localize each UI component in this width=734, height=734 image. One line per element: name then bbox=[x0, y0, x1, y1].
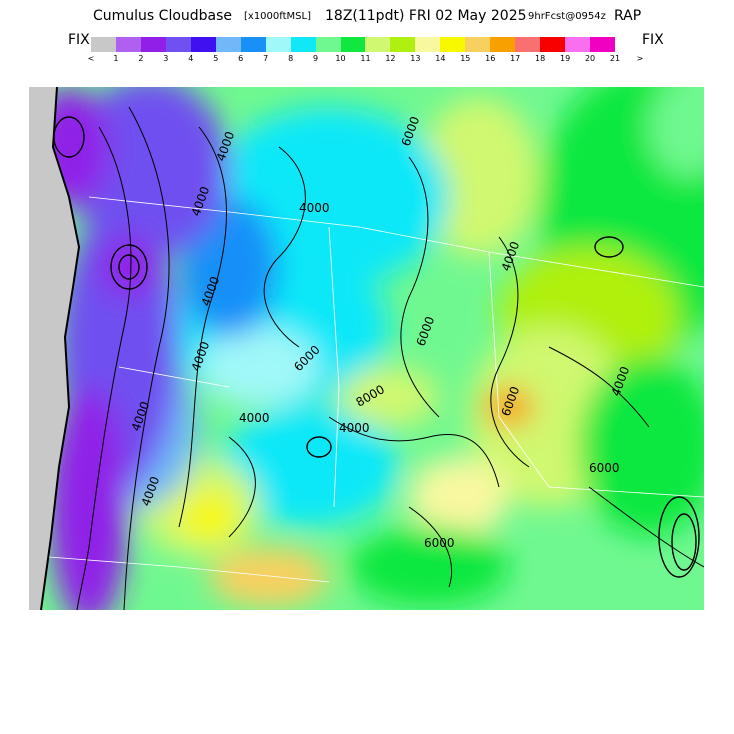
color-swatch-17 bbox=[515, 37, 541, 52]
color-swatch-16 bbox=[490, 37, 516, 52]
cloudbase-fill bbox=[29, 87, 704, 610]
contour-label: 4000 bbox=[339, 421, 370, 435]
color-swatch-6 bbox=[240, 37, 266, 52]
forecast-label: 9hrFcst@0954z bbox=[528, 11, 606, 22]
fix-right-label: FIX bbox=[642, 32, 664, 48]
color-swatch-3 bbox=[165, 37, 191, 52]
color-scale-bar bbox=[91, 37, 616, 52]
color-swatch-7 bbox=[265, 37, 291, 52]
cloudbase-map[interactable]: 4000 4000 4000 6000 6000 4000 4000 4000 4000 4000… bbox=[29, 87, 704, 610]
tick-label: 1 bbox=[113, 54, 119, 63]
contour-label: 6000 bbox=[424, 536, 455, 550]
color-scale-ticks: <1 2 3 4 5 6 7 8 9 10 11 12 13 14 15 16 17 18 19 20 21 > bbox=[88, 54, 645, 66]
tick-label: 8 bbox=[288, 54, 294, 63]
contour-lines bbox=[76, 106, 704, 610]
color-swatch-4 bbox=[190, 37, 216, 52]
fix-left-label: FIX bbox=[68, 32, 90, 48]
tick-label: 21 bbox=[609, 54, 621, 63]
coastline bbox=[40, 87, 81, 610]
color-swatch-5 bbox=[215, 37, 241, 52]
color-swatch-8 bbox=[290, 37, 316, 52]
tick-label: 2 bbox=[138, 54, 144, 63]
color-swatch-11 bbox=[365, 37, 391, 52]
color-swatch-1 bbox=[115, 37, 141, 52]
tick-label: 16 bbox=[485, 54, 496, 63]
tick-label: 5 bbox=[213, 54, 219, 63]
contour-label: 4000 bbox=[299, 201, 330, 215]
color-swatch-0 bbox=[91, 37, 116, 52]
tick-label: 12 bbox=[385, 54, 396, 63]
ocean-mask bbox=[29, 87, 79, 610]
color-swatch-10 bbox=[340, 37, 366, 52]
contour-label: 4000 bbox=[239, 411, 270, 425]
color-swatch-15 bbox=[465, 37, 491, 52]
tick-label: 13 bbox=[410, 54, 421, 63]
tick-label: 10 bbox=[335, 54, 346, 63]
color-swatch-12 bbox=[390, 37, 416, 52]
tick-label: 6 bbox=[238, 54, 244, 63]
tick-label: 11 bbox=[360, 54, 371, 63]
color-swatch-14 bbox=[440, 37, 466, 52]
color-swatch-19 bbox=[565, 37, 591, 52]
tick-label: 3 bbox=[163, 54, 169, 63]
valid-time: 18Z(11pdt) FRI 02 May 2025 bbox=[325, 8, 527, 24]
tick-label: > bbox=[636, 54, 644, 63]
model-name: RAP bbox=[614, 8, 642, 24]
tick-label: 4 bbox=[188, 54, 194, 63]
tick-label: 9 bbox=[313, 54, 319, 63]
color-swatch-13 bbox=[415, 37, 441, 52]
tick-label: 18 bbox=[535, 54, 546, 63]
color-swatch-18 bbox=[540, 37, 566, 52]
units-label: [x1000ftMSL] bbox=[244, 11, 311, 22]
tick-label: 20 bbox=[584, 54, 596, 63]
color-swatch-2 bbox=[140, 37, 166, 52]
tick-label: 14 bbox=[435, 54, 446, 63]
mountain-contours bbox=[53, 116, 700, 578]
political-borders bbox=[48, 196, 704, 583]
color-swatch-20 bbox=[590, 37, 616, 52]
tick-label: 15 bbox=[460, 54, 471, 63]
chart-title: Cumulus Cloudbase [x1000ftMSL] 18Z(11pdt… bbox=[0, 8, 734, 28]
tick-label: 17 bbox=[510, 54, 521, 63]
product-name: Cumulus Cloudbase bbox=[93, 8, 233, 24]
tick-label: < bbox=[87, 54, 95, 63]
contour-label: 6000 bbox=[589, 461, 620, 475]
tick-label: 19 bbox=[560, 54, 571, 63]
color-swatch-9 bbox=[315, 37, 341, 52]
tick-label: 7 bbox=[263, 54, 269, 63]
